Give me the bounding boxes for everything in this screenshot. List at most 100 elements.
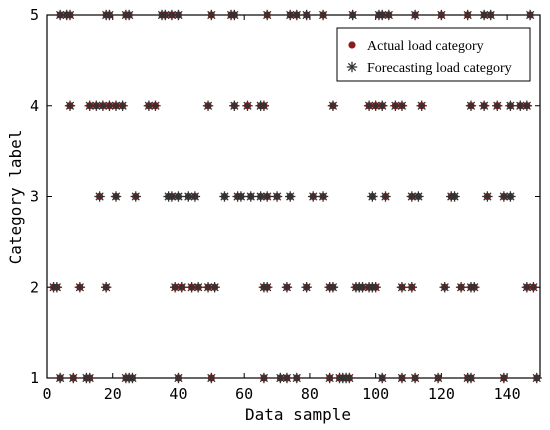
forecast-point <box>189 191 201 202</box>
forecast-point <box>327 100 339 111</box>
forecast-point <box>262 191 273 202</box>
forecast-point <box>308 191 319 202</box>
forecast-point <box>291 9 302 21</box>
x-tick-label: 60 <box>235 385 253 403</box>
forecast-point <box>68 372 79 384</box>
forecast-point <box>258 100 270 111</box>
forecast-point <box>367 191 378 202</box>
forecast-point <box>505 100 516 111</box>
forecast-point <box>206 9 217 21</box>
forecast-point <box>100 282 112 293</box>
forecast-point <box>84 372 95 384</box>
legend-marker-forecast <box>346 61 358 73</box>
forecast-point <box>406 282 418 293</box>
forecast-point <box>281 282 293 293</box>
legend: Actual load category Forecasting load ca… <box>336 27 531 82</box>
forecast-point <box>110 100 122 111</box>
y-tick-label: 5 <box>30 6 39 24</box>
forecast-point <box>449 191 460 202</box>
forecast-point <box>173 191 184 202</box>
forecast-point <box>176 282 187 293</box>
forecast-point <box>465 100 477 111</box>
forecast-point <box>242 100 253 111</box>
forecast-point <box>74 282 86 293</box>
x-tick-label: 20 <box>104 385 122 403</box>
legend-box <box>336 27 531 82</box>
legend-marker-actual <box>348 41 356 49</box>
forecast-point <box>377 100 388 111</box>
forecast-point <box>409 372 421 384</box>
forecast-point <box>413 191 424 202</box>
y-tick-label: 4 <box>30 97 39 115</box>
forecast-point <box>505 191 516 202</box>
forecast-point <box>478 100 490 111</box>
forecast-point <box>94 191 105 202</box>
forecast-point <box>482 191 493 202</box>
legend-asterisk <box>346 61 358 73</box>
forecast-point <box>383 9 395 21</box>
forecast-point <box>498 372 510 384</box>
tick-labels: 0 20 40 60 80 100 120 140 1 2 3 4 5 <box>30 6 521 403</box>
x-tick-label: 80 <box>301 385 319 403</box>
forecast-point <box>219 191 230 202</box>
y-tick-label: 2 <box>30 278 39 296</box>
forecast-point <box>301 9 312 21</box>
forecast-point <box>291 372 302 384</box>
forecast-point <box>281 372 293 384</box>
forecast-point <box>377 372 388 384</box>
forecast-point <box>51 282 63 293</box>
forecast-point <box>485 9 496 21</box>
x-tick-label: 40 <box>169 385 187 403</box>
forecast-point <box>327 282 339 293</box>
forecast-point <box>528 282 539 293</box>
forecast-point <box>245 191 256 202</box>
y-tick-label: 3 <box>30 188 39 206</box>
legend-dot <box>348 41 356 49</box>
forecast-point <box>166 191 178 202</box>
forecast-point <box>150 100 161 111</box>
forecast-point <box>317 9 329 21</box>
forecast-point <box>531 372 542 384</box>
x-tick-label: 120 <box>428 385 455 403</box>
forecast-point <box>465 372 477 384</box>
legend-label-actual: Actual load category <box>367 39 484 54</box>
forecast-point <box>521 100 533 111</box>
forecast-point <box>396 372 408 384</box>
forecast-point <box>229 9 240 21</box>
forecast-point <box>64 9 76 21</box>
forecast-point <box>262 9 273 21</box>
forecast-point <box>229 100 240 111</box>
x-tick-label: 100 <box>362 385 389 403</box>
forecast-point <box>54 9 66 21</box>
forecast-point <box>370 282 381 293</box>
forecast-point <box>117 100 128 111</box>
forecast-point <box>127 372 138 384</box>
forecast-point <box>409 9 421 21</box>
x-tick-label: 0 <box>42 385 51 403</box>
forecast-point <box>262 282 273 293</box>
forecast-point <box>285 191 296 202</box>
forecast-point <box>209 282 220 293</box>
y-tick-label: 1 <box>30 369 39 387</box>
forecast-point <box>173 9 184 21</box>
x-axis-label: Data sample <box>245 405 351 424</box>
forecast-point <box>462 9 473 21</box>
forecast-point <box>192 282 204 293</box>
forecast-point <box>104 9 115 21</box>
forecast-point <box>380 191 391 202</box>
forecast-point <box>436 9 447 21</box>
legend-label-forecast: Forecasting load category <box>367 61 512 76</box>
forecast-point <box>324 372 335 384</box>
forecast-point <box>110 191 122 202</box>
forecast-point <box>235 191 247 202</box>
forecast-point <box>455 282 467 293</box>
forecast-point <box>183 191 194 202</box>
forecast-point <box>64 100 76 111</box>
forecast-point <box>524 9 536 21</box>
forecast-point <box>130 191 141 202</box>
y-axis-label: Category label <box>6 130 25 265</box>
forecast-point <box>439 282 450 293</box>
forecast-point <box>317 191 329 202</box>
forecast-point <box>301 282 312 293</box>
